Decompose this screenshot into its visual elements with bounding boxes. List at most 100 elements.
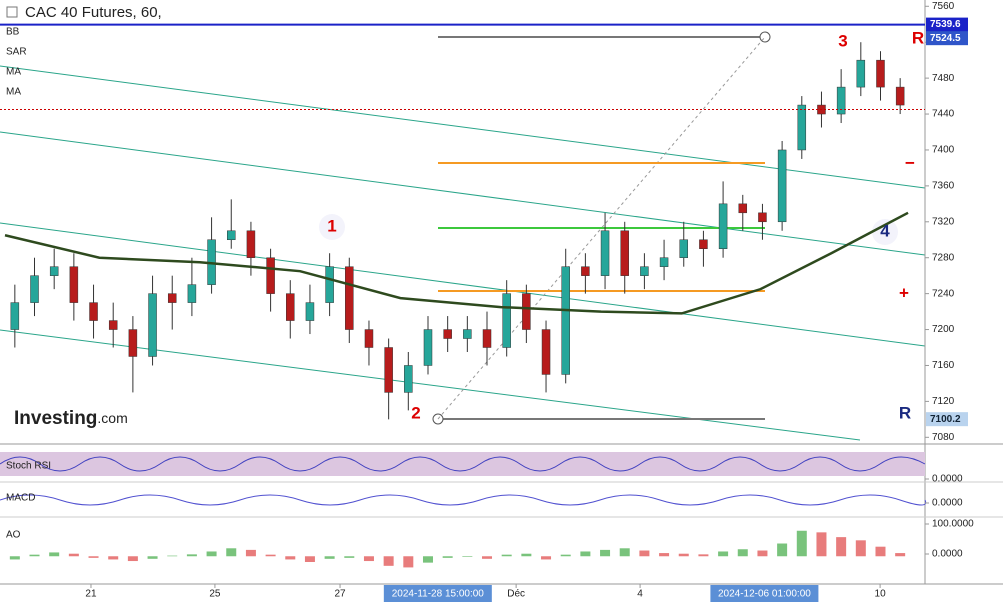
icon[interactable]: [6, 6, 18, 18]
candle-body: [345, 266, 354, 330]
y-tick-label: 7560: [932, 1, 955, 12]
candle-body: [305, 302, 315, 321]
x-highlight: [710, 585, 819, 602]
y-tick-label: 7160: [932, 360, 955, 371]
ao-bar: [777, 543, 788, 557]
annotation: 4: [880, 221, 890, 240]
candle-body: [600, 230, 610, 276]
candle-body: [49, 266, 59, 276]
candle-body: [581, 266, 590, 276]
level-tag: [926, 31, 968, 46]
panel-name: Stoch RSI: [6, 461, 51, 472]
x-tick-label: 27: [334, 589, 346, 600]
ao-bar: [619, 548, 630, 557]
ao-bar: [698, 554, 709, 557]
indicator[interactable]: MA: [6, 67, 21, 78]
logo-main: Investing: [14, 408, 97, 429]
ao-bar: [521, 553, 532, 557]
ao-bar: [541, 556, 552, 560]
ao-bar: [147, 556, 158, 559]
indicator[interactable]: MA: [6, 87, 21, 98]
ao-bar: [265, 554, 276, 557]
indicator[interactable]: SAR: [6, 47, 27, 58]
ao-bar: [285, 556, 296, 560]
candle-body: [797, 104, 807, 151]
candle-body: [895, 86, 905, 106]
ao-bar: [482, 556, 493, 559]
ao-bar: [9, 556, 20, 560]
candle-body: [463, 329, 472, 339]
candle-body: [30, 275, 39, 303]
symbol-title: CAC 40 Futures, 60,: [25, 4, 162, 21]
macd-line: [0, 494, 927, 506]
candle-body: [148, 293, 157, 357]
annotation: 3: [838, 31, 847, 50]
candle-body: [738, 203, 748, 214]
ao-bar: [855, 540, 866, 557]
ao-bar: [659, 553, 670, 557]
candle-body: [325, 266, 334, 303]
ao-bar: [108, 556, 119, 560]
candle-body: [659, 257, 669, 267]
ao-bar: [639, 550, 650, 557]
ao-bar: [304, 556, 315, 562]
y-tick-label: 7400: [932, 145, 955, 156]
panel-tick-label: 0.0000: [932, 498, 963, 509]
ao-bar: [678, 553, 689, 557]
candle-body: [227, 230, 236, 241]
candle-body: [561, 266, 570, 375]
moving-average: [4, 211, 909, 315]
ao-bar: [462, 556, 473, 557]
candle-body: [620, 230, 629, 276]
annotation-bg: [319, 214, 345, 240]
ao-bar: [324, 556, 335, 559]
panel-name: MACD: [6, 493, 35, 504]
y-tick-label: 7360: [932, 181, 955, 192]
x-highlight-label: 2024-11-28 15:00:00: [392, 589, 485, 600]
indicator[interactable]: BB: [6, 27, 20, 38]
ao-bar: [796, 530, 807, 557]
ao-bar: [68, 553, 79, 557]
ao-bar: [875, 546, 886, 557]
ao-bar: [403, 556, 414, 568]
ao-bar: [560, 554, 571, 557]
candle-body: [443, 329, 452, 339]
annotation: −: [905, 153, 915, 172]
candle-body: [541, 329, 551, 375]
y-tick-label: 7440: [932, 109, 955, 120]
y-tick-label: 7280: [932, 252, 955, 263]
candle-body: [246, 230, 256, 258]
y-tick-label: 7320: [932, 216, 955, 227]
x-tick-label: 21: [85, 589, 97, 600]
y-tick-label: 7120: [932, 396, 955, 407]
annotation: 1: [327, 216, 336, 235]
annotation: R: [912, 28, 924, 47]
ao-bar: [422, 556, 433, 563]
candle-body: [128, 329, 138, 357]
candle-body: [758, 212, 767, 223]
candle-body: [167, 293, 177, 303]
level-tag: [926, 412, 968, 427]
ao-bar: [226, 548, 237, 557]
ao-bar: [737, 549, 748, 557]
panel-tick-label: 0.0000: [932, 474, 963, 485]
candle-body: [187, 284, 197, 303]
candle-body: [522, 293, 531, 330]
candle-body: [423, 329, 433, 366]
candle-body: [89, 302, 98, 321]
ao-bar: [49, 552, 60, 557]
candle-body: [502, 293, 511, 348]
channel: [0, 65, 926, 441]
ao-bar: [501, 554, 512, 557]
ao-bar: [344, 556, 355, 558]
ao-bar: [245, 549, 256, 557]
ao-bar: [88, 556, 99, 558]
annotation: R: [899, 403, 911, 422]
ao-bar: [442, 556, 453, 558]
candle-body: [10, 302, 20, 330]
ao-bar: [29, 554, 40, 557]
panel-tick-label: 100.0000: [932, 519, 974, 530]
candle-body: [69, 266, 79, 303]
